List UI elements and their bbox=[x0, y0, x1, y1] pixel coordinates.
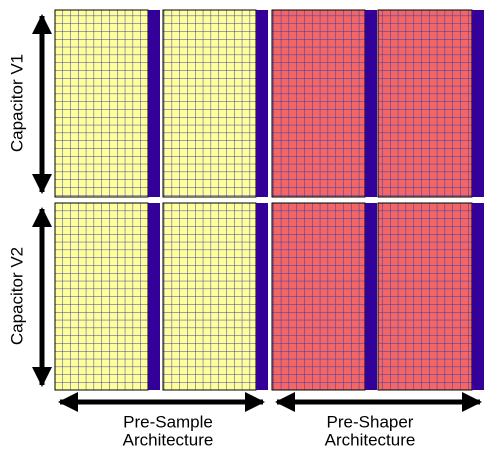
yellow-grid bbox=[54, 9, 149, 198]
red-grid bbox=[377, 202, 473, 391]
dark-bar bbox=[472, 203, 484, 390]
yellow-grid bbox=[162, 202, 257, 391]
dark-bar bbox=[365, 10, 377, 197]
arrows bbox=[32, 13, 482, 412]
dark-bar bbox=[472, 10, 484, 197]
column-label: Architecture bbox=[325, 430, 416, 449]
row-label: Capacitor V1 bbox=[7, 54, 26, 152]
yellow-grid bbox=[54, 202, 149, 391]
row-label: Capacitor V2 bbox=[7, 247, 26, 345]
panels bbox=[54, 9, 484, 391]
column-label: Architecture bbox=[123, 430, 214, 449]
column-label: Pre-Shaper bbox=[327, 412, 414, 431]
red-grid bbox=[377, 9, 473, 198]
red-grid bbox=[271, 202, 366, 391]
column-label: Pre-Sample bbox=[123, 412, 213, 431]
dark-bar bbox=[256, 203, 268, 390]
dark-bar bbox=[365, 203, 377, 390]
dark-bar bbox=[148, 203, 160, 390]
red-grid bbox=[271, 9, 366, 198]
dark-bar bbox=[256, 10, 268, 197]
yellow-grid bbox=[162, 9, 257, 198]
dark-bar bbox=[148, 10, 160, 197]
